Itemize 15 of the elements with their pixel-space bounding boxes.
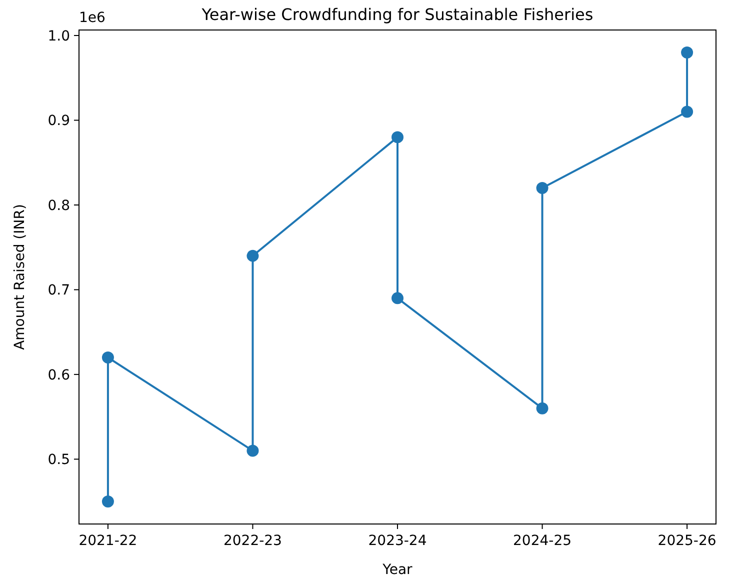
- y-tick-label: 0.9: [48, 113, 70, 130]
- y-tick-label: 0.7: [48, 282, 70, 299]
- x-tick-label: 2023-24: [368, 533, 427, 549]
- chart-title: Year-wise Crowdfunding for Sustainable Fisheries: [200, 5, 594, 24]
- y-tick-label: 0.5: [48, 452, 70, 468]
- y-tick-label: 0.6: [48, 367, 70, 384]
- y-axis-title: Amount Raised (INR): [12, 204, 28, 350]
- text: 1e6: [79, 10, 106, 26]
- x-tick-label: 2024-25: [513, 533, 572, 549]
- y-tick-label: 1.0: [48, 28, 70, 45]
- y-tick-label: 0.8: [48, 198, 70, 214]
- x-tick-label: 2021-22: [78, 533, 138, 549]
- x-axis-title: Year: [382, 562, 413, 578]
- x-tick-label: 2025-26: [658, 533, 716, 549]
- x-tick-label: 2022-23: [223, 533, 282, 549]
